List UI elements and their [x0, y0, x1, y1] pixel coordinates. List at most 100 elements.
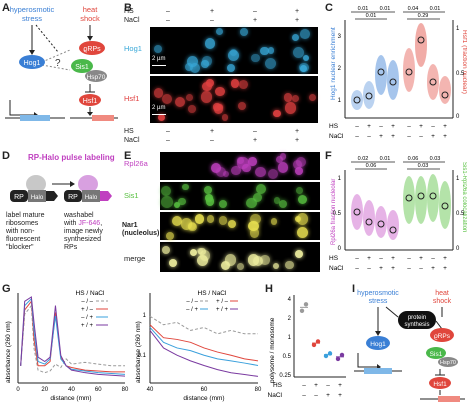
- h-hs-2: –: [326, 382, 330, 389]
- b-hs-label-bottom: HS: [124, 128, 134, 135]
- c-ytick-right-05: 0.5: [456, 71, 465, 77]
- d-text-right-a: washabel with: [64, 212, 94, 228]
- cell: [291, 94, 300, 103]
- cell: [162, 245, 171, 254]
- cell: [162, 94, 173, 105]
- f-hs-7: +: [443, 255, 447, 262]
- cell: [296, 227, 308, 238]
- cell: [222, 170, 229, 178]
- h-ylabel: polysome / monosome: [269, 317, 276, 383]
- f-hs-1: +: [367, 255, 371, 262]
- cell: [153, 44, 162, 53]
- c-nacl-7: +: [443, 133, 447, 140]
- h-nacl-0: –: [302, 392, 306, 399]
- cell: [255, 166, 266, 178]
- cell: [202, 56, 212, 66]
- g-right-series-1: [149, 324, 259, 362]
- i-hsp70-label: Hsp70: [440, 360, 456, 366]
- c-pval-right-2: 0.29: [418, 13, 429, 19]
- panel-h-chart: polysome / monosome 4 2 1 0.5 0.25 HS NaCl –…: [268, 295, 346, 399]
- panel-c-plot: Hog1 nuclear enrichment Hsf1 (fraction n…: [329, 6, 467, 140]
- i-hsf1-label: Hsf1: [433, 381, 447, 388]
- cell: [277, 162, 289, 174]
- g-right-xtick-2: 80: [255, 387, 262, 393]
- panel-letter-c: C: [325, 2, 333, 14]
- b-nacl-bottom-0: –: [166, 137, 170, 144]
- g-left-xtick-1: 20: [41, 387, 48, 393]
- g-legend-left-label-0: – / –: [81, 299, 93, 305]
- g-right-ytick-01: 0.1: [138, 353, 147, 359]
- cell: [158, 113, 166, 121]
- g-xlabel-left: distance (mm): [50, 395, 91, 402]
- a-sis1-label: Sis1: [75, 64, 89, 71]
- c-nacl-5: –: [419, 133, 423, 140]
- h-ytick-4: 0.25: [279, 373, 291, 379]
- cell: [184, 63, 193, 72]
- f-ytick-right-1: 1: [456, 176, 460, 182]
- g-right-ytick-1: 1: [143, 313, 147, 319]
- g-left-lines: [20, 296, 126, 377]
- cell: [264, 57, 277, 70]
- c-hs-2: –: [379, 123, 383, 130]
- a-hsf1-label: Hsf1: [83, 98, 98, 105]
- g-legend-right: – / – + / – – / + + / +: [186, 299, 238, 313]
- f-pval-left-0: 0.02: [358, 156, 369, 162]
- panel-letter-b: B: [124, 2, 132, 14]
- h-point-1-0: [311, 342, 317, 348]
- a-hog1-label: Hog1: [24, 60, 41, 67]
- f-nacl-6: +: [431, 265, 435, 272]
- a-heat-line2: shock: [80, 14, 100, 23]
- b-nacl-bottom-2: +: [253, 137, 258, 144]
- a-hyperosmotic-line2: stress: [22, 14, 42, 23]
- c-hs-1: +: [367, 123, 371, 130]
- b-hog1-micrographs: [150, 27, 318, 74]
- b-nacl-bottom-1: –: [210, 137, 214, 144]
- g-legend-right-label-0: – / –: [186, 299, 198, 305]
- f-scatter-clouds: [351, 174, 451, 240]
- d-halo-label-2: Halo: [85, 195, 98, 201]
- g-left-xtick-2: 40: [68, 387, 75, 393]
- f-nacl-2: +: [379, 265, 383, 272]
- cell: [270, 218, 278, 226]
- c-pval-right-1: 0.01: [430, 6, 441, 12]
- g-left-xtick-3: 60: [95, 387, 102, 393]
- cell: [291, 33, 299, 41]
- cell: [275, 156, 284, 164]
- d-text-right: washabel with JF-646, image newly synthe…: [64, 212, 103, 252]
- f-nacl-7: +: [443, 265, 447, 272]
- g-right-xticks: 40 60 80: [147, 387, 262, 393]
- h-point-1-1: [315, 339, 321, 344]
- c-ylabel-right: Hsf1 (fraction nuclear): [461, 30, 467, 94]
- cell: [236, 156, 244, 164]
- f-ytick-right-05: 0.5: [456, 211, 465, 217]
- d-text-left: label mature ribosomes with non- fluores…: [6, 212, 45, 252]
- h-nacl-1: –: [314, 392, 318, 399]
- b-hs-1: +: [210, 8, 215, 15]
- d-rp-label-1: RP: [14, 194, 24, 201]
- g-legend-left-label-1: + / –: [81, 307, 94, 313]
- b-scale-label-1: 2 µm: [152, 56, 166, 62]
- f-pval-right-0: 0.06: [408, 156, 419, 162]
- h-ytick-0: 4: [288, 297, 292, 303]
- c-hs-0: –: [355, 123, 359, 130]
- cell: [308, 93, 316, 101]
- e-micrograph-sis1: [160, 182, 320, 210]
- g-left-xticks: 0 20 40 60 80: [16, 387, 129, 393]
- f-hs-label: HS: [329, 255, 339, 262]
- f-nacl-label: NaCl: [329, 265, 344, 272]
- c-nacl-1: –: [367, 133, 371, 140]
- panel-a-diagram: hyperosmotic stress heat shock ? Hog1 ϱR…: [5, 5, 118, 121]
- i-hyperosmotic-line2: stress: [369, 298, 388, 305]
- c-hs-4: –: [407, 123, 411, 130]
- g-left-series-1: [20, 299, 125, 373]
- cell: [220, 260, 231, 270]
- e-row-label-nar1: Nar1 (nucleolus): [122, 222, 160, 237]
- cell: [182, 183, 189, 191]
- g-left-series-3: [20, 296, 126, 377]
- c-hs-3: +: [391, 123, 395, 130]
- a-rps-label: ϱRPs: [83, 46, 101, 53]
- cell: [213, 103, 221, 111]
- h-point-3-1: [339, 352, 345, 358]
- a-heat-line1: heat: [83, 5, 99, 14]
- cell: [187, 56, 199, 68]
